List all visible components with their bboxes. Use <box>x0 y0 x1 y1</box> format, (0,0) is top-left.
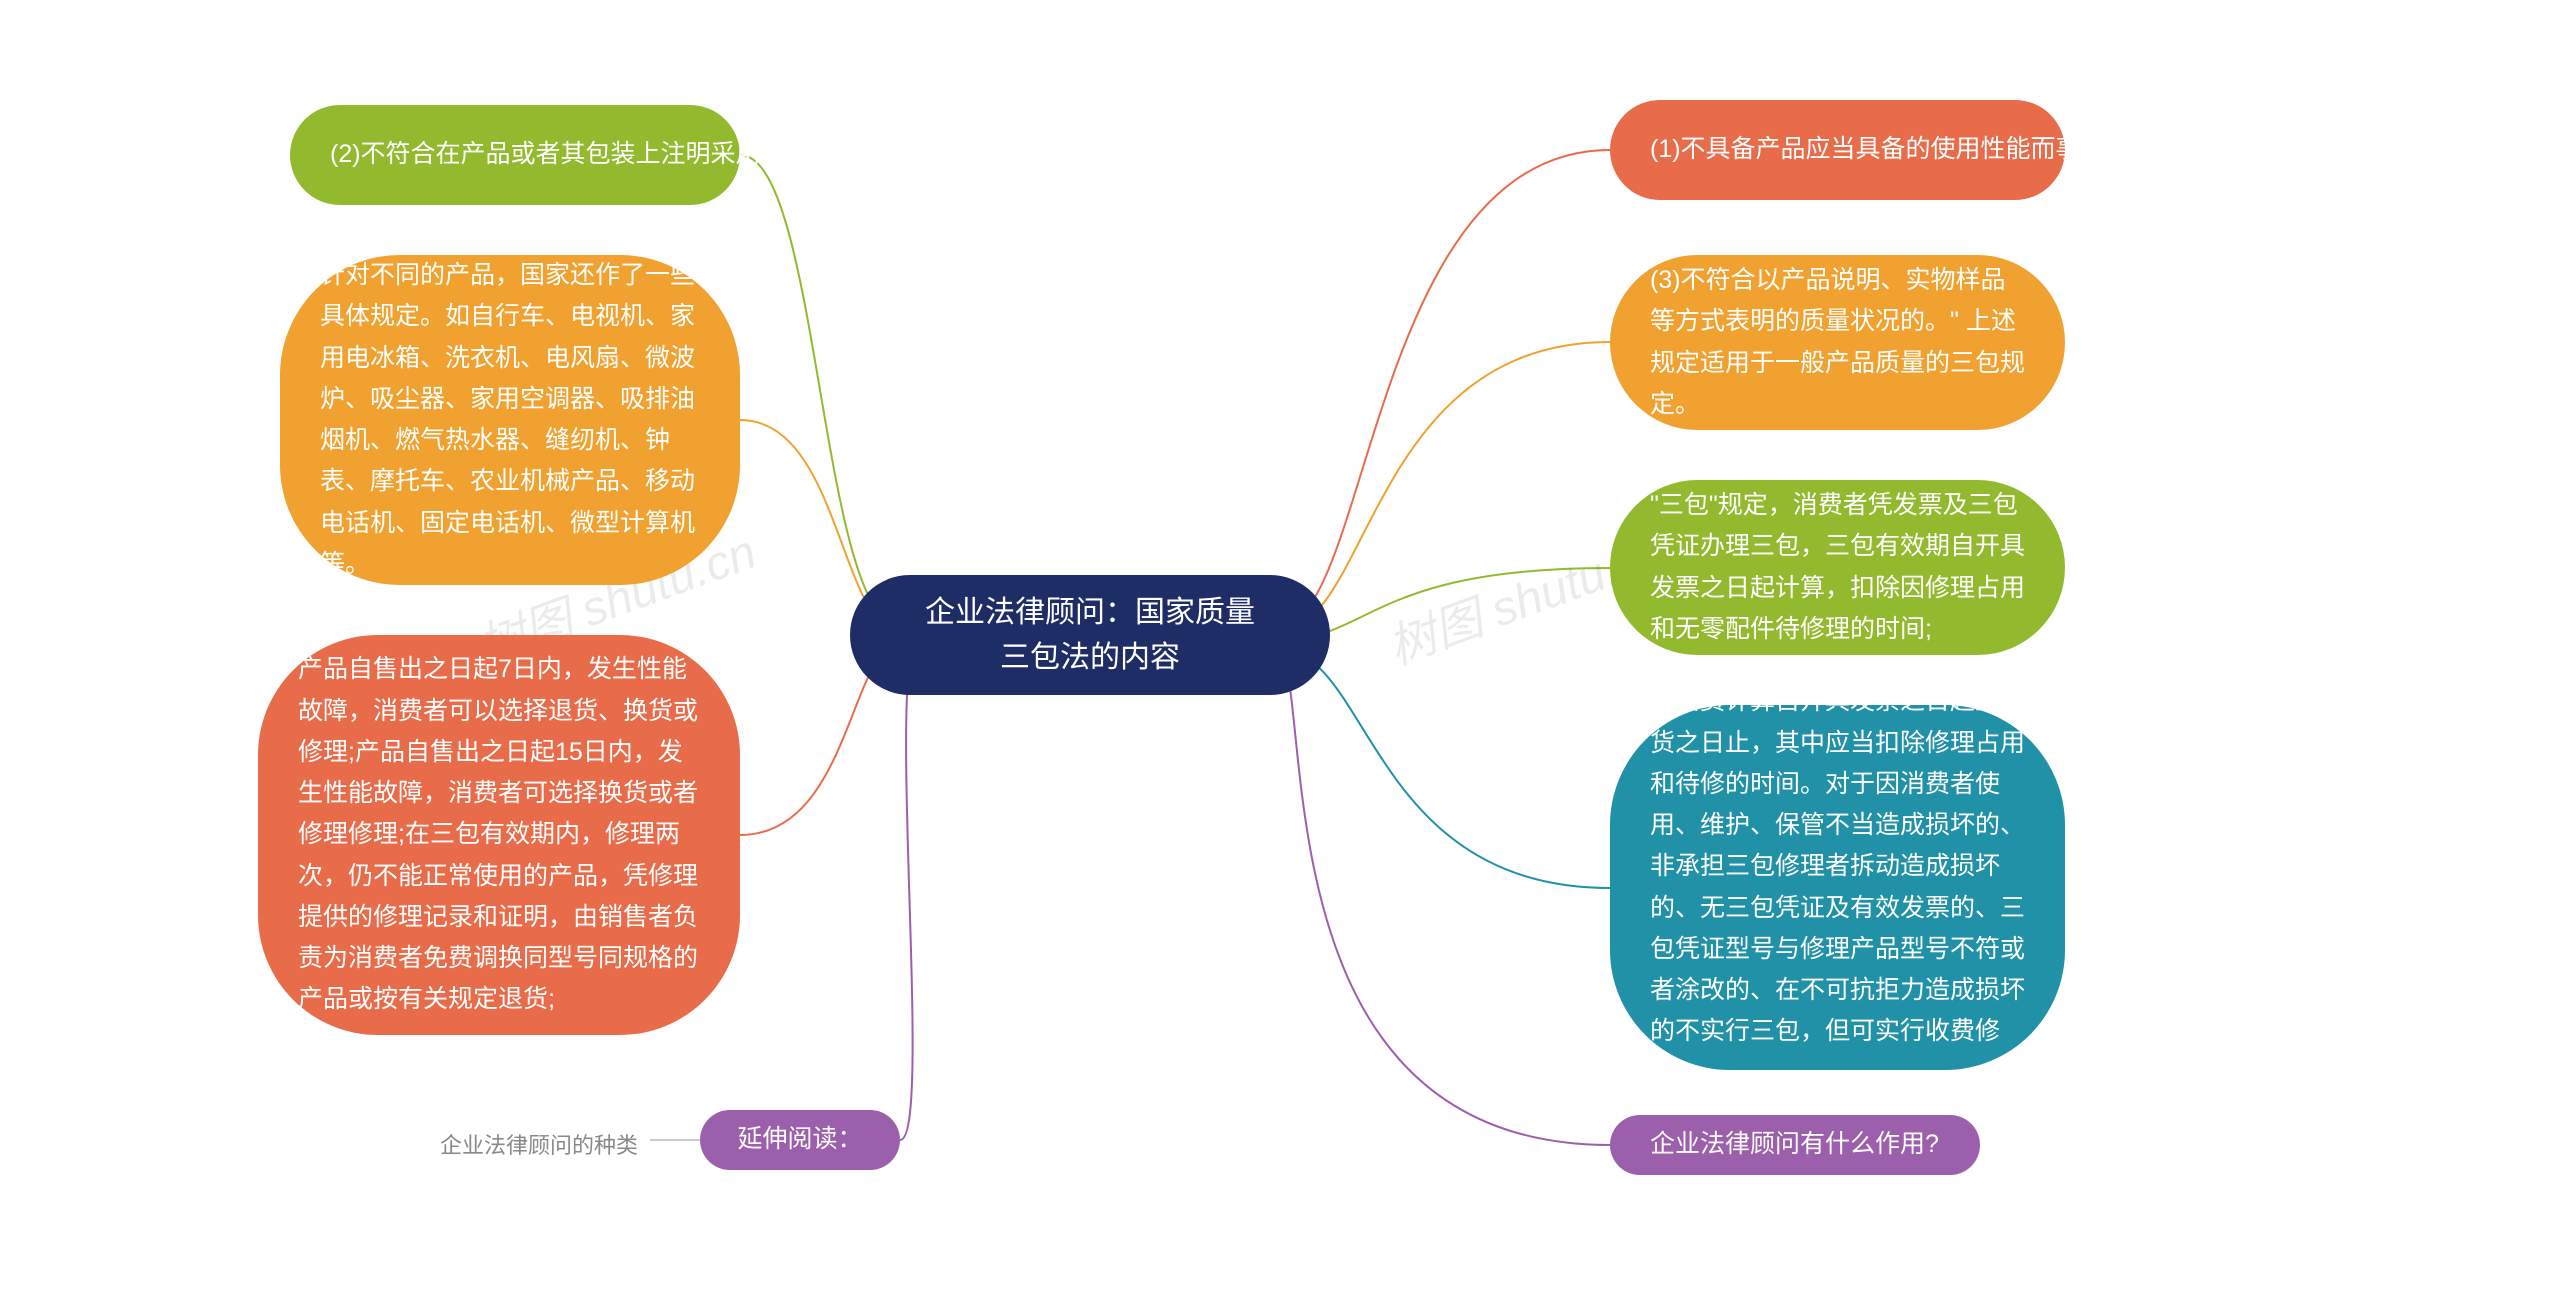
branch-node-R5[interactable]: 企业法律顾问有什么作用? <box>1610 1115 1980 1175</box>
branch-node-R3[interactable]: "三包"规定，消费者凭发票及三包凭证办理三包，三包有效期自开具发票之日起计算，扣… <box>1610 480 2065 655</box>
branch-node-R4[interactable]: 折旧费计算自开具发票之日起至退货之日止，其中应当扣除修理占用和待修的时间。对于因… <box>1610 705 2065 1070</box>
node-text: (3)不符合以产品说明、实物样品等方式表明的质量状况的。" 上述规定适用于一般产… <box>1650 260 2025 425</box>
center-node[interactable]: 企业法律顾问：国家质量 三包法的内容 <box>850 575 1330 695</box>
node-text: 产品自售出之日起7日内，发生性能故障，消费者可以选择退货、换货或修理;产品自售出… <box>298 649 700 1020</box>
node-text: 企业法律顾问有什么作用? <box>1650 1124 1939 1165</box>
branch-node-L1[interactable]: (2)不符合在产品或者其包装上注明采用的产品标准的; <box>290 105 740 205</box>
branch-node-L4[interactable]: 延伸阅读： <box>700 1110 900 1170</box>
branch-node-L2[interactable]: 针对不同的产品，国家还作了一些具体规定。如自行车、电视机、家用电冰箱、洗衣机、电… <box>280 255 740 585</box>
node-text: (2)不符合在产品或者其包装上注明采用的产品标准的; <box>330 134 918 175</box>
leaf-node-L4a[interactable]: 企业法律顾问的种类 <box>440 1128 638 1160</box>
branch-node-L3[interactable]: 产品自售出之日起7日内，发生性能故障，消费者可以选择退货、换货或修理;产品自售出… <box>258 635 740 1035</box>
node-text: 延伸阅读： <box>737 1119 862 1160</box>
leaf-text: 企业法律顾问的种类 <box>440 1133 638 1158</box>
node-text: 折旧费计算自开具发票之日起至退货之日止，其中应当扣除修理占用和待修的时间。对于因… <box>1650 681 2025 1094</box>
node-text: "三包"规定，消费者凭发票及三包凭证办理三包，三包有效期自开具发票之日起计算，扣… <box>1650 485 2025 650</box>
branch-node-R2[interactable]: (3)不符合以产品说明、实物样品等方式表明的质量状况的。" 上述规定适用于一般产… <box>1610 255 2065 430</box>
node-text: 针对不同的产品，国家还作了一些具体规定。如自行车、电视机、家用电冰箱、洗衣机、电… <box>320 255 700 585</box>
node-text: (1)不具备产品应当具备的使用性能而事先未作说明的; <box>1650 129 2238 170</box>
branch-node-R1[interactable]: (1)不具备产品应当具备的使用性能而事先未作说明的; <box>1610 100 2065 200</box>
center-label: 企业法律顾问：国家质量 三包法的内容 <box>925 590 1255 680</box>
mindmap-canvas: 树图 shutu.cn 树图 shutu.cn 企业法律顾问：国家质量 三包法的… <box>0 0 2560 1303</box>
